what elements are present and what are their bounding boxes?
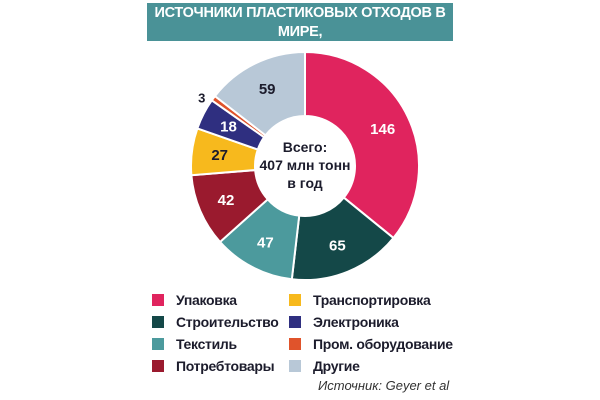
- data-label-4: 27: [211, 147, 228, 164]
- legend-swatch: [152, 338, 164, 350]
- center-label-2: в год: [287, 175, 323, 191]
- legend: Упаковка Транспортировка Строительство Элек…: [152, 292, 459, 374]
- legend-swatch: [289, 316, 301, 328]
- legend-swatch: [152, 316, 164, 328]
- legend-item-7: Другие: [289, 358, 459, 374]
- legend-item-6: Пром. оборудование: [289, 336, 459, 352]
- legend-label: Строительство: [176, 314, 279, 330]
- legend-swatch: [289, 360, 301, 372]
- source-note: Источник: Geyer et al: [318, 378, 450, 393]
- legend-item-3: Потребтовары: [152, 358, 289, 374]
- legend-swatch: [289, 338, 301, 350]
- legend-item-0: Упаковка: [152, 292, 289, 308]
- legend-label: Упаковка: [176, 292, 237, 308]
- slice-0: [304, 50, 420, 240]
- legend-item-1: Строительство: [152, 314, 289, 330]
- title-banner: ИСТОЧНИКИ ПЛАСТИКОВЫХ ОТХОДОВ В МИРЕ, мл…: [147, 3, 453, 57]
- legend-item-2: Текстиль: [152, 336, 289, 352]
- center-label-0: Всего:: [283, 139, 328, 155]
- legend-label: Текстиль: [176, 336, 237, 352]
- legend-label: Потребтовары: [176, 358, 275, 374]
- center-label-1: 407 млн тонн: [260, 157, 351, 173]
- data-label-2: 47: [257, 234, 274, 251]
- legend-label: Транспортировка: [313, 292, 431, 308]
- slice-7: [213, 50, 306, 137]
- data-label-5: 18: [220, 119, 237, 136]
- data-label-0: 146: [370, 121, 395, 138]
- legend-label: Электроника: [313, 314, 399, 330]
- legend-item-5: Электроника: [289, 314, 459, 330]
- data-label-1: 65: [329, 238, 346, 255]
- legend-swatch: [289, 294, 301, 306]
- legend-label: Пром. оборудование: [313, 336, 453, 352]
- legend-swatch: [152, 294, 164, 306]
- legend-swatch: [152, 360, 164, 372]
- data-label-7: 59: [259, 81, 276, 98]
- data-label-3: 42: [218, 192, 235, 209]
- data-label-6: 3: [198, 90, 205, 105]
- legend-label: Другие: [313, 358, 360, 374]
- legend-item-4: Транспортировка: [289, 292, 459, 308]
- chart-title: ИСТОЧНИКИ ПЛАСТИКОВЫХ ОТХОДОВ В МИРЕ,: [154, 5, 446, 40]
